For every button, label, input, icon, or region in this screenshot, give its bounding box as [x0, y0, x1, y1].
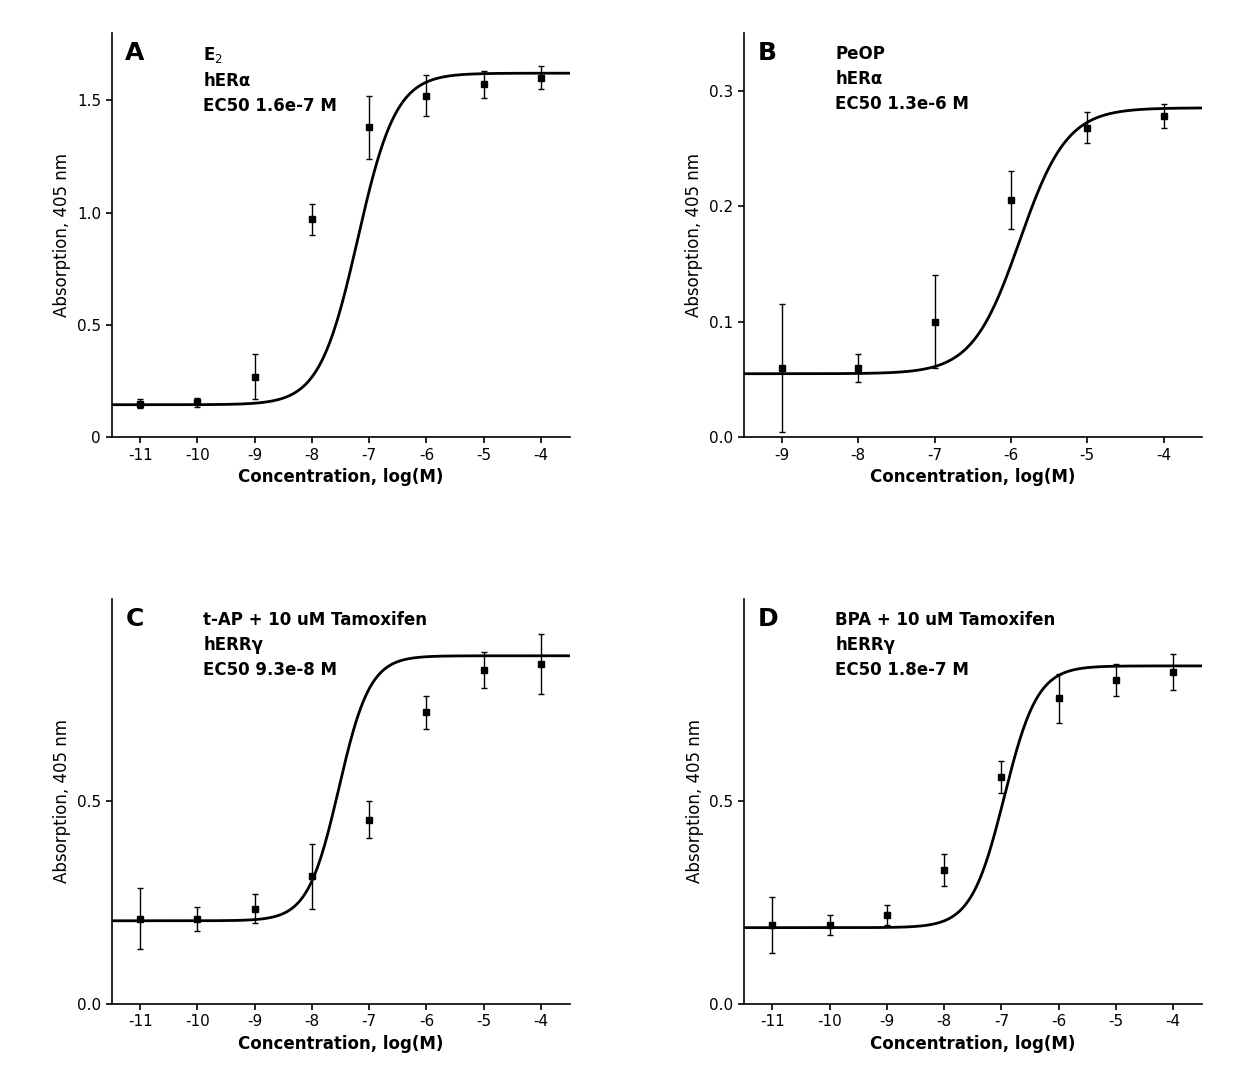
Y-axis label: Absorption, 405 nm: Absorption, 405 nm [53, 153, 72, 317]
Y-axis label: Absorption, 405 nm: Absorption, 405 nm [685, 719, 704, 884]
Text: B: B [757, 40, 777, 64]
Text: t-AP + 10 uM Tamoxifen
hERRγ
EC50 9.3e-8 M: t-AP + 10 uM Tamoxifen hERRγ EC50 9.3e-8… [203, 611, 427, 680]
Y-axis label: Absorption, 405 nm: Absorption, 405 nm [685, 153, 704, 317]
X-axis label: Concentration, log(M): Concentration, log(M) [870, 1034, 1075, 1053]
Text: C: C [125, 608, 144, 632]
Text: D: D [757, 608, 778, 632]
Text: BPA + 10 uM Tamoxifen
hERRγ
EC50 1.8e-7 M: BPA + 10 uM Tamoxifen hERRγ EC50 1.8e-7 … [835, 611, 1056, 680]
Text: A: A [125, 40, 145, 64]
X-axis label: Concentration, log(M): Concentration, log(M) [238, 1034, 444, 1053]
X-axis label: Concentration, log(M): Concentration, log(M) [870, 468, 1075, 487]
X-axis label: Concentration, log(M): Concentration, log(M) [238, 468, 444, 487]
Text: PeOP
hERα
EC50 1.3e-6 M: PeOP hERα EC50 1.3e-6 M [835, 45, 969, 112]
Y-axis label: Absorption, 405 nm: Absorption, 405 nm [53, 719, 72, 884]
Text: E$_2$
hERα
EC50 1.6e-7 M: E$_2$ hERα EC50 1.6e-7 M [203, 45, 337, 115]
